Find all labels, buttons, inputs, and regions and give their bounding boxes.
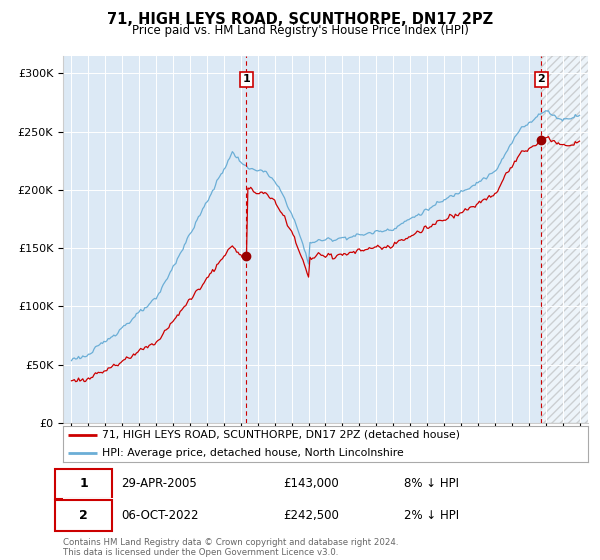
Text: 2% ↓ HPI: 2% ↓ HPI [404,509,460,522]
Text: 2: 2 [79,509,88,522]
Text: 29-APR-2005: 29-APR-2005 [121,477,197,491]
Text: HPI: Average price, detached house, North Lincolnshire: HPI: Average price, detached house, Nort… [103,448,404,458]
Text: £143,000: £143,000 [284,477,339,491]
Bar [541,56,596,423]
Text: 71, HIGH LEYS ROAD, SCUNTHORPE, DN17 2PZ (detached house): 71, HIGH LEYS ROAD, SCUNTHORPE, DN17 2PZ… [103,430,460,440]
Text: 8% ↓ HPI: 8% ↓ HPI [404,477,459,491]
Text: 71, HIGH LEYS ROAD, SCUNTHORPE, DN17 2PZ: 71, HIGH LEYS ROAD, SCUNTHORPE, DN17 2PZ [107,12,493,27]
Text: 2: 2 [538,74,545,85]
FancyBboxPatch shape [55,469,112,499]
Text: Contains HM Land Registry data © Crown copyright and database right 2024.
This d: Contains HM Land Registry data © Crown c… [63,538,398,557]
Text: 1: 1 [79,477,88,491]
Text: Price paid vs. HM Land Registry's House Price Index (HPI): Price paid vs. HM Land Registry's House … [131,24,469,36]
Text: £242,500: £242,500 [284,509,340,522]
FancyBboxPatch shape [55,501,112,531]
Text: 1: 1 [242,74,250,85]
Text: 06-OCT-2022: 06-OCT-2022 [121,509,198,522]
